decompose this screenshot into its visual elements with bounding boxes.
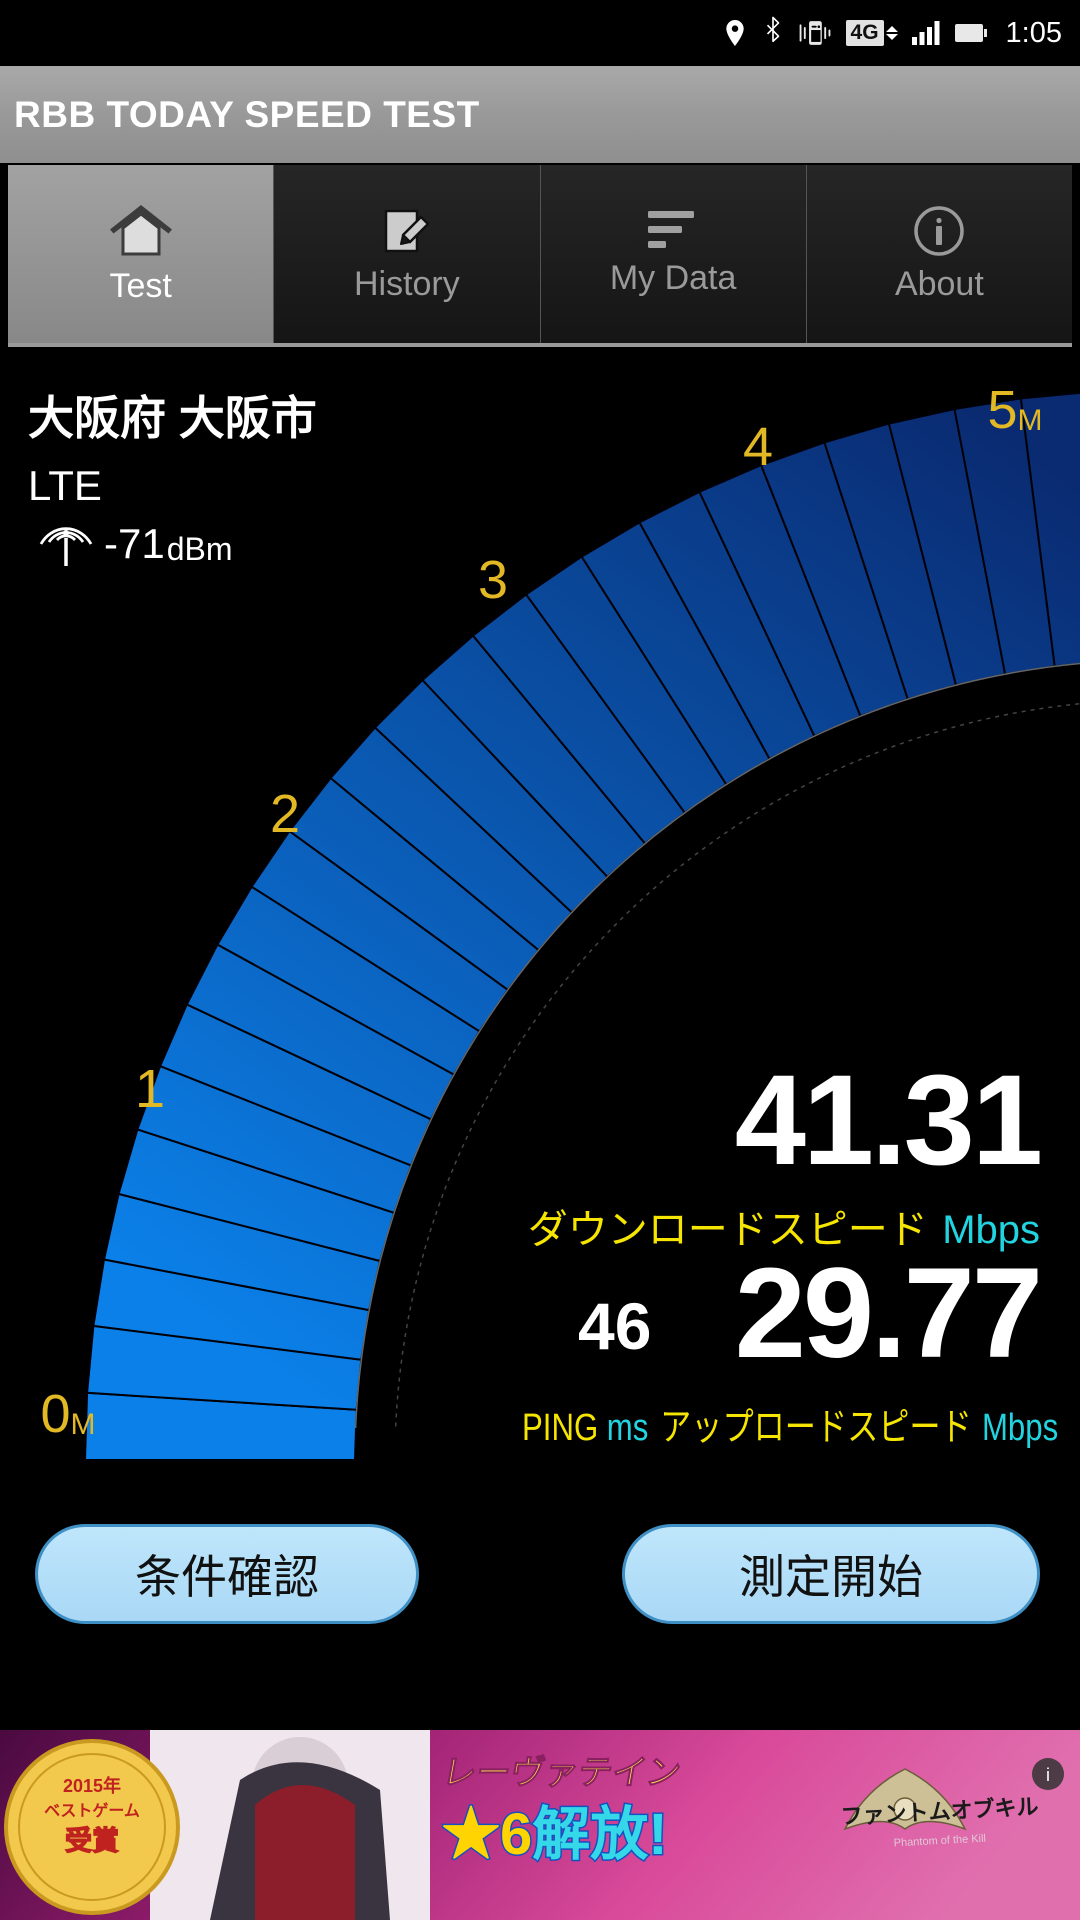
svg-text:4: 4 xyxy=(743,417,773,477)
svg-text:受賞: 受賞 xyxy=(65,1825,119,1856)
svg-text:5M: 5M xyxy=(987,380,1042,440)
svg-text:レーヴァテイン: レーヴァテイン xyxy=(439,1753,684,1792)
svg-text:2: 2 xyxy=(270,784,300,844)
svg-text:i: i xyxy=(1046,1765,1050,1785)
svg-text:ベストゲーム: ベストゲーム xyxy=(44,1801,140,1820)
svg-text:2015年: 2015年 xyxy=(63,1775,121,1796)
svg-text:3: 3 xyxy=(478,550,508,610)
svg-text:★6解放!: ★6解放! xyxy=(442,1802,668,1867)
